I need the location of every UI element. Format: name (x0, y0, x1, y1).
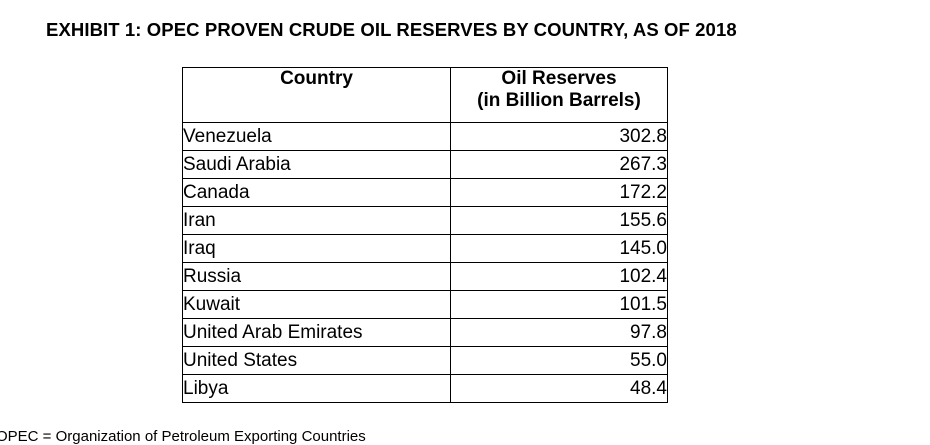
table-row: Iraq 145.0 (182, 234, 668, 263)
table-row: Russia 102.4 (182, 262, 668, 291)
table-row: Saudi Arabia 267.3 (182, 150, 668, 179)
reserves-cell: 102.4 (450, 262, 668, 291)
country-cell: Russia (182, 262, 451, 291)
table-row: Canada 172.2 (182, 178, 668, 207)
reserves-table: Country Oil Reserves (in Billion Barrels… (182, 67, 668, 403)
reserves-cell: 172.2 (450, 178, 668, 207)
footnote: OPEC = Organization of Petroleum Exporti… (0, 428, 366, 445)
column-header-reserves-label: Oil Reserves (501, 68, 617, 89)
country-cell: Iran (182, 206, 451, 235)
table-row: Venezuela 302.8 (182, 122, 668, 151)
column-header-country-label: Country (280, 68, 353, 89)
reserves-cell: 267.3 (450, 150, 668, 179)
country-cell: Kuwait (182, 290, 451, 319)
country-cell: United Arab Emirates (182, 318, 451, 347)
column-header-country: Country (182, 67, 451, 123)
table-row: Kuwait 101.5 (182, 290, 668, 319)
exhibit-title: EXHIBIT 1: OPEC PROVEN CRUDE OIL RESERVE… (46, 19, 737, 40)
table-row: Libya 48.4 (182, 374, 668, 403)
table-row: United States 55.0 (182, 346, 668, 375)
country-cell: Venezuela (182, 122, 451, 151)
reserves-cell: 155.6 (450, 206, 668, 235)
column-header-reserves-unit: (in Billion Barrels) (477, 90, 641, 111)
reserves-cell: 48.4 (450, 374, 668, 403)
reserves-cell: 302.8 (450, 122, 668, 151)
country-cell: United States (182, 346, 451, 375)
column-header-reserves: Oil Reserves (in Billion Barrels) (450, 67, 668, 123)
table-header-row: Country Oil Reserves (in Billion Barrels… (182, 67, 668, 123)
table-row: Iran 155.6 (182, 206, 668, 235)
reserves-cell: 101.5 (450, 290, 668, 319)
reserves-cell: 55.0 (450, 346, 668, 375)
reserves-cell: 97.8 (450, 318, 668, 347)
country-cell: Saudi Arabia (182, 150, 451, 179)
country-cell: Canada (182, 178, 451, 207)
country-cell: Libya (182, 374, 451, 403)
country-cell: Iraq (182, 234, 451, 263)
table-row: United Arab Emirates 97.8 (182, 318, 668, 347)
reserves-cell: 145.0 (450, 234, 668, 263)
